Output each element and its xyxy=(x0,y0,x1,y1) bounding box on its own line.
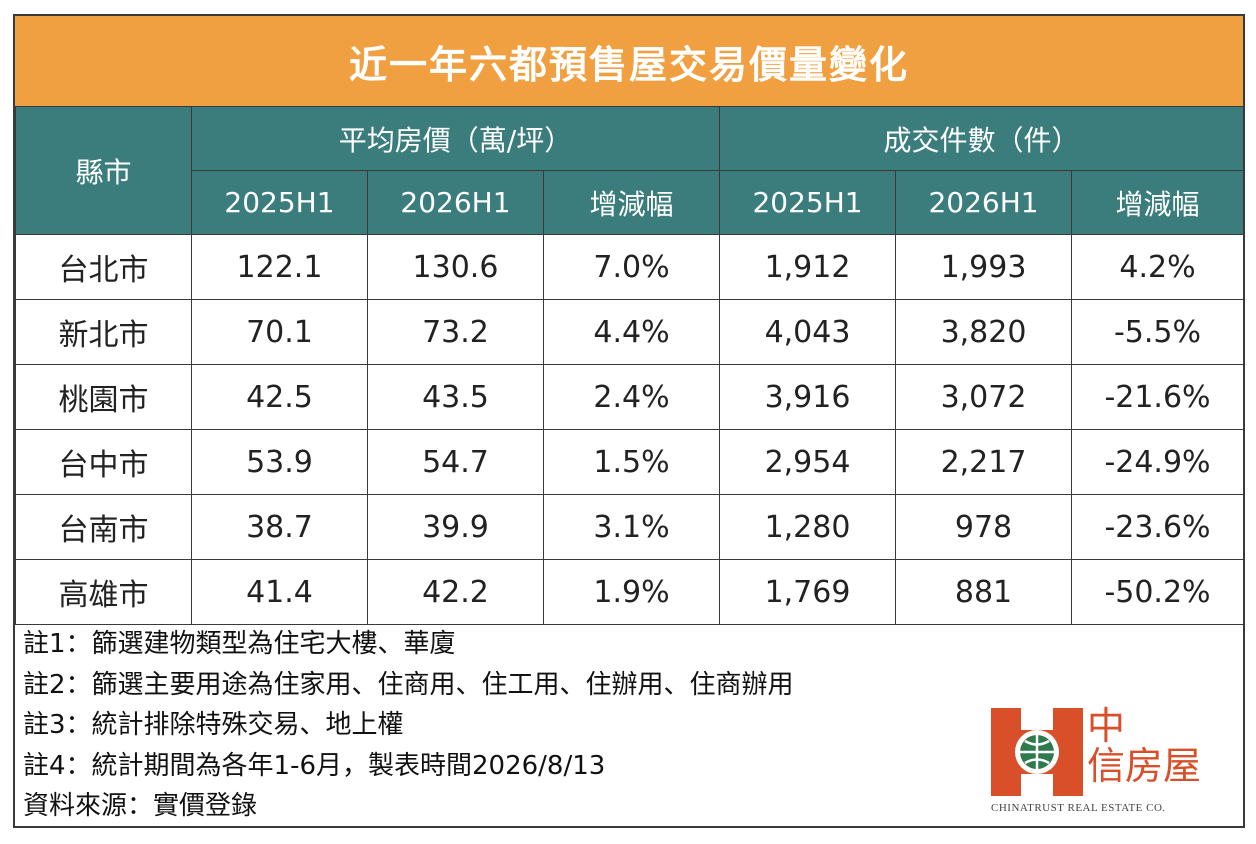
cell-c2025: 3,916 xyxy=(719,364,897,430)
cell-cchg: -24.9% xyxy=(1071,429,1245,495)
cell-c2025: 2,954 xyxy=(719,429,897,495)
cell-p2025: 41.4 xyxy=(191,559,368,625)
cell-p2025: 70.1 xyxy=(191,299,368,365)
cell-cchg: -21.6% xyxy=(1071,364,1245,430)
cell-cchg: -5.5% xyxy=(1071,299,1245,365)
cell-cchg: 4.2% xyxy=(1071,234,1245,300)
cell-p2026: 42.2 xyxy=(367,559,544,625)
cell-p2025: 53.9 xyxy=(191,429,368,495)
header-price-2026: 2026H1 xyxy=(367,170,544,235)
cell-c2025: 1,280 xyxy=(719,494,897,560)
cell-p2026: 73.2 xyxy=(367,299,544,365)
header-count-group: 成交件數（件） xyxy=(719,106,1245,171)
cell-pchg: 3.1% xyxy=(542,494,721,560)
header-price-group: 平均房價（萬/坪） xyxy=(190,106,721,171)
cell-c2026: 3,820 xyxy=(895,299,1073,365)
table-row: 台中市 53.9 54.7 1.5% 2,954 2,217 -24.9% xyxy=(15,429,1245,495)
cell-c2025: 1,912 xyxy=(719,234,897,300)
report-frame: 近一年六都預售屋交易價量變化 縣市 平均房價（萬/坪） 成交件數（件） 2025… xyxy=(13,14,1245,828)
cell-pchg: 1.9% xyxy=(542,559,721,625)
cell-p2026: 43.5 xyxy=(367,364,544,430)
cell-p2025: 42.5 xyxy=(191,364,368,430)
cell-city: 桃園市 xyxy=(15,364,192,430)
logo-emblem-icon xyxy=(991,708,1083,796)
cell-c2026: 3,072 xyxy=(895,364,1073,430)
cell-pchg: 1.5% xyxy=(542,429,721,495)
logo-line-1: 中 xyxy=(1087,704,1126,748)
logo-subtitle: CHINATRUST REAL ESTATE CO. xyxy=(991,802,1166,814)
table-row: 台北市 122.1 130.6 7.0% 1,912 1,993 4.2% xyxy=(15,234,1245,300)
company-logo: 中 信房屋 CHINATRUST REAL ESTATE CO. xyxy=(991,706,1231,814)
header-count-2025: 2025H1 xyxy=(719,170,897,235)
table-row: 桃園市 42.5 43.5 2.4% 3,916 3,072 -21.6% xyxy=(15,364,1245,430)
cell-c2026: 1,993 xyxy=(895,234,1073,300)
cell-c2026: 2,217 xyxy=(895,429,1073,495)
cell-p2025: 38.7 xyxy=(191,494,368,560)
report-title: 近一年六都預售屋交易價量變化 xyxy=(15,16,1243,106)
price-volume-table: 縣市 平均房價（萬/坪） 成交件數（件） 2025H1 2026H1 增減幅 2… xyxy=(15,106,1245,625)
cell-pchg: 4.4% xyxy=(542,299,721,365)
cell-p2025: 122.1 xyxy=(191,234,368,300)
table-row: 台南市 38.7 39.9 3.1% 1,280 978 -23.6% xyxy=(15,494,1245,560)
footnote: 註4：統計期間為各年1-6月，製表時間2026/8/13 xyxy=(23,750,606,781)
logo-text: 中 信房屋 xyxy=(1087,706,1201,786)
cell-cchg: -50.2% xyxy=(1071,559,1245,625)
cell-city: 台南市 xyxy=(15,494,192,560)
logo-line-2: 信房屋 xyxy=(1087,744,1202,788)
cell-c2025: 1,769 xyxy=(719,559,897,625)
footnote: 註3：統計排除特殊交易、地上權 xyxy=(23,710,404,740)
cell-c2026: 978 xyxy=(895,494,1073,560)
header-price-change: 增減幅 xyxy=(542,170,721,235)
cell-c2026: 881 xyxy=(895,559,1073,625)
cell-pchg: 7.0% xyxy=(542,234,721,300)
header-count-change: 增減幅 xyxy=(1071,170,1245,235)
footnote: 註2：篩選主要用途為住家用、住商用、住工用、住辦用、住商辦用 xyxy=(23,669,794,700)
header-count-2026: 2026H1 xyxy=(895,170,1073,235)
table-row: 新北市 70.1 73.2 4.4% 4,043 3,820 -5.5% xyxy=(15,299,1245,365)
cell-city: 台中市 xyxy=(15,429,192,495)
cell-p2026: 39.9 xyxy=(367,494,544,560)
cell-city: 高雄市 xyxy=(15,559,192,625)
cell-city: 台北市 xyxy=(15,234,192,300)
header-price-2025: 2025H1 xyxy=(191,170,368,235)
data-source: 資料來源：實價登錄 xyxy=(23,791,258,821)
cell-city: 新北市 xyxy=(15,299,192,365)
cell-cchg: -23.6% xyxy=(1071,494,1245,560)
cell-c2025: 4,043 xyxy=(719,299,897,365)
table-row: 高雄市 41.4 42.2 1.9% 1,769 881 -50.2% xyxy=(15,559,1245,625)
cell-p2026: 54.7 xyxy=(367,429,544,495)
cell-p2026: 130.6 xyxy=(367,234,544,300)
header-city: 縣市 xyxy=(15,106,192,235)
footnote: 註1：篩選建物類型為住宅大樓、華廈 xyxy=(23,629,456,659)
footnotes: 註1：篩選建物類型為住宅大樓、華廈 註2：篩選主要用途為住家用、住商用、住工用、… xyxy=(23,624,983,827)
cell-pchg: 2.4% xyxy=(542,364,721,430)
